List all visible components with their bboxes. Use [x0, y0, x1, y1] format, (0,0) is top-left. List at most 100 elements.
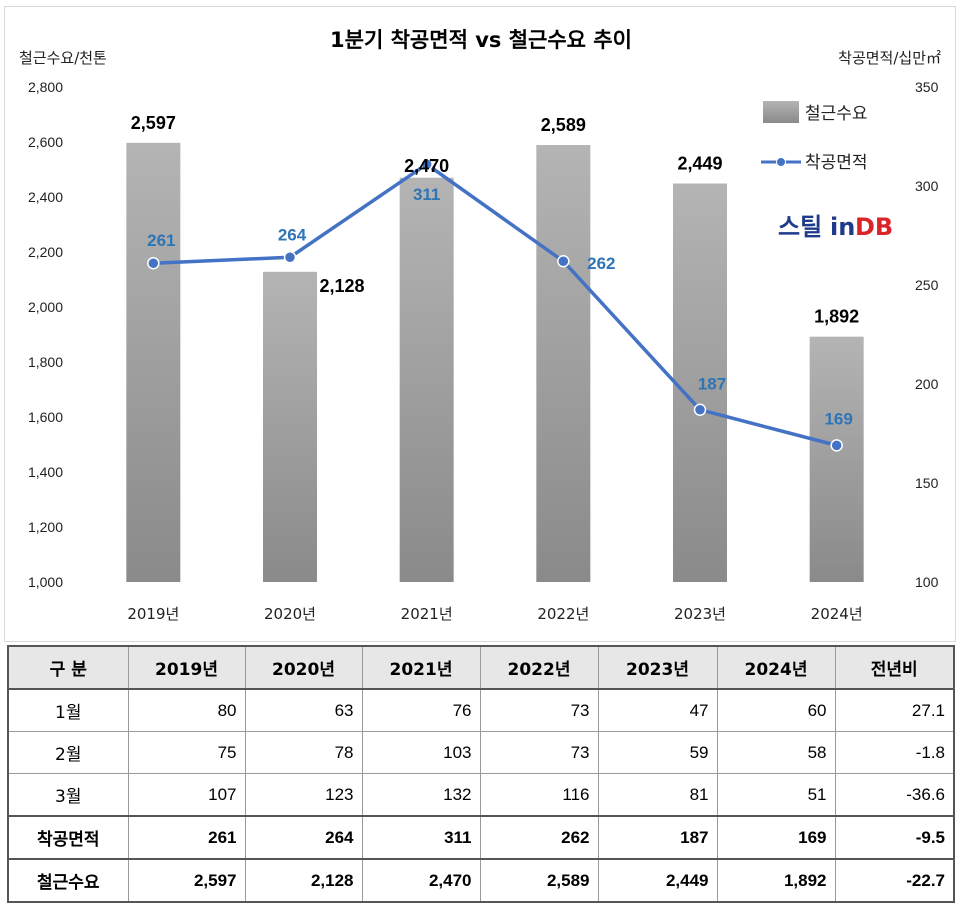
table-cell: 60: [716, 688, 836, 732]
table-row: 착공면적 261 264 311 262 187 169 -9.5: [7, 815, 955, 860]
table-row-label: 철근수요: [7, 858, 129, 903]
table-cell: 81: [597, 773, 718, 817]
table-cell: 2,128: [244, 858, 363, 903]
category-label: 2022년: [537, 605, 589, 623]
table-cell: 311: [361, 815, 481, 860]
bar-2022년: [536, 145, 591, 582]
table-cell: 47: [597, 688, 718, 732]
table-cell: 51: [716, 773, 836, 817]
line-point-2020년: [283, 251, 297, 264]
table-cell: 2,449: [597, 858, 718, 903]
table-cell: -22.7: [834, 858, 955, 903]
table-row-label: 1월: [7, 688, 129, 732]
table-header-cell: 전년비: [834, 645, 955, 690]
logo-text-steel: 스틸: [778, 213, 822, 241]
right-tick-label: 100: [915, 574, 939, 590]
category-axis: 2019년 2020년 2021년 2022년 2023년 2024년: [127, 605, 862, 623]
legend: 철근수요 착공면적: [761, 101, 868, 173]
left-tick-label: 1,800: [28, 354, 63, 370]
table-header-cell: 2023년: [597, 645, 718, 690]
table-cell: 27.1: [834, 688, 955, 732]
left-tick-label: 1,400: [28, 464, 63, 480]
table-cell: 2,597: [127, 858, 246, 903]
table-row: 2월 75 78 103 73 59 58 -1.8: [7, 731, 955, 774]
legend-line-label: 착공면적: [805, 153, 868, 173]
table-cell: 2,470: [361, 858, 481, 903]
table-row: 철근수요 2,597 2,128 2,470 2,589 2,449 1,892 -22.7: [7, 858, 955, 903]
table-header-cell: 2024년: [716, 645, 836, 690]
bar-2019년: [126, 142, 181, 582]
line-point-2022년: [557, 254, 570, 268]
bar-value-label: 2,589: [541, 115, 586, 135]
legend-bar-swatch: [763, 101, 799, 123]
line-value-label: 169: [824, 409, 852, 428]
category-label: 2024년: [811, 605, 863, 623]
table-header-category: 구 분: [7, 645, 129, 690]
table-cell: 78: [244, 731, 363, 774]
bar-series: [126, 142, 864, 582]
left-tick-label: 2,400: [28, 189, 63, 205]
right-tick-label: 300: [915, 178, 939, 194]
table-row-label: 착공면적: [7, 815, 129, 860]
table-cell: 2,589: [479, 858, 599, 903]
bar-2024년: [809, 336, 864, 582]
table-cell: 1,892: [716, 858, 836, 903]
line-point-2023년: [693, 403, 707, 416]
bar-value-label: 2,128: [319, 276, 364, 296]
logo-text-in: in: [830, 213, 855, 241]
table-cell: 73: [479, 688, 599, 732]
line-series: [147, 157, 843, 452]
left-tick-label: 2,800: [28, 79, 63, 95]
table-cell: 58: [716, 731, 836, 774]
left-tick-label: 2,600: [28, 134, 63, 150]
table-cell: 262: [479, 815, 599, 860]
table-cell: 261: [127, 815, 246, 860]
bar-value-label: 1,892: [814, 307, 859, 327]
right-tick-label: 250: [915, 277, 939, 293]
table-cell: -36.6: [834, 773, 955, 817]
bar-data-labels: 2,597 2,128 2,470 2,589 2,449 1,892: [131, 113, 859, 327]
line-data-labels: 261 264 311 262 187 169: [147, 185, 853, 428]
bar-value-label: 2,449: [677, 154, 722, 174]
table-header-cell: 2022년: [479, 645, 599, 690]
category-label: 2019년: [127, 605, 179, 623]
left-tick-label: 1,000: [28, 574, 63, 590]
data-table: 구 분 2019년 2020년 2021년 2022년 2023년 2024년 전년비 1월 8…: [7, 645, 955, 903]
chart-panel: 1분기 착공면적 vs 철근수요 추이 철근수요/천톤 착공면적/십만㎡ 1,0…: [4, 6, 956, 642]
table-header-cell: 2020년: [244, 645, 363, 690]
right-tick-label: 150: [915, 475, 939, 491]
table-cell: 63: [244, 688, 363, 732]
table-row: 1월 80 63 76 73 47 60 27.1: [7, 688, 955, 732]
table-cell: -1.8: [834, 731, 955, 774]
right-tick-label: 350: [915, 79, 939, 95]
right-tick-label: 200: [915, 376, 939, 392]
left-axis-ticks: 1,000 1,200 1,400 1,600 1,800 2,000 2,200 2,400…: [28, 79, 63, 590]
table-cell: 59: [597, 731, 718, 774]
category-label: 2020년: [264, 605, 316, 623]
chart-title: 1분기 착공면적 vs 철근수요 추이: [330, 28, 632, 52]
table-row: 3월 107 123 132 116 81 51 -36.6: [7, 773, 955, 817]
bar-value-label: 2,597: [131, 113, 176, 133]
category-label: 2021년: [401, 605, 453, 623]
line-path: [153, 162, 838, 448]
left-tick-label: 2,000: [28, 299, 63, 315]
table-cell: 107: [127, 773, 246, 817]
table-cell: 264: [244, 815, 363, 860]
table-cell: 80: [127, 688, 246, 732]
line-value-label: 264: [278, 225, 307, 244]
bar-2023년: [673, 183, 727, 582]
table-cell: 103: [361, 731, 481, 774]
bar-2021년: [399, 177, 454, 582]
right-axis-title: 착공면적/십만㎡: [838, 49, 941, 67]
table-cell: 76: [361, 688, 481, 732]
left-axis-title: 철근수요/천톤: [19, 49, 107, 67]
steel-in-db-logo: 스틸 in DB: [778, 213, 893, 241]
table-cell: 187: [597, 815, 718, 860]
left-tick-label: 1,600: [28, 409, 63, 425]
line-point-2021년: [420, 157, 433, 171]
bar-value-label: 2,470: [404, 156, 449, 176]
category-label: 2023년: [674, 605, 726, 623]
legend-line-marker: [776, 157, 786, 167]
left-tick-label: 2,200: [28, 244, 63, 260]
table-header-row: 구 분 2019년 2020년 2021년 2022년 2023년 2024년 전년비: [7, 645, 955, 690]
